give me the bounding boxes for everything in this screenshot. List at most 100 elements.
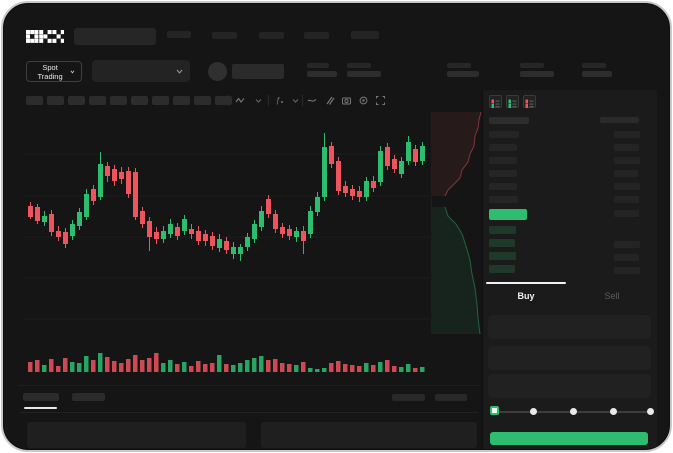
ask-row-price[interactable] (489, 144, 517, 151)
orders-action-placeholder[interactable] (435, 394, 467, 401)
volume-bar (413, 368, 418, 372)
timeframe-pill[interactable] (26, 96, 43, 105)
volume-bar (364, 363, 369, 372)
order-input-field[interactable] (488, 315, 651, 339)
market-type-selector[interactable]: Spot Trading (26, 61, 82, 82)
volume-chart[interactable] (24, 338, 430, 372)
bid-row-price[interactable] (489, 265, 515, 273)
bid-row-amount[interactable] (614, 254, 639, 261)
candle-body (210, 236, 215, 246)
timeframe-pill[interactable] (47, 96, 64, 105)
timeframe-pill[interactable] (68, 96, 85, 105)
candle-body (42, 216, 47, 222)
timeframe-pill[interactable] (152, 96, 169, 105)
tab-buy[interactable]: Buy (517, 291, 535, 301)
chevron-down-icon (70, 70, 75, 73)
volume-bar (77, 363, 82, 372)
volume-bar (280, 363, 285, 372)
candle-body (392, 159, 397, 169)
candle-body (406, 142, 411, 161)
slider-stop-dot[interactable] (609, 408, 617, 415)
volume-bar (119, 363, 124, 372)
pair-selector[interactable] (92, 60, 190, 82)
candle-body (294, 231, 299, 237)
candlestick-chart[interactable] (24, 112, 430, 334)
stat-label-placeholder (347, 63, 371, 68)
ask-row-price[interactable] (489, 183, 517, 190)
candle-body (259, 211, 264, 227)
indicator-wave-icon[interactable] (235, 95, 246, 106)
slider-stop-dot[interactable] (529, 408, 537, 415)
ask-row-amount[interactable] (614, 144, 639, 151)
bid-row-price[interactable] (489, 252, 516, 260)
search-input[interactable] (74, 28, 156, 45)
timeframe-pill[interactable] (173, 96, 190, 105)
ask-row-amount[interactable] (614, 131, 640, 138)
ask-row-price[interactable] (489, 131, 519, 138)
order-input-field[interactable] (488, 346, 651, 370)
nav-item-placeholder[interactable] (351, 31, 379, 39)
timeframe-pill[interactable] (110, 96, 127, 105)
slider-stop-dot[interactable] (646, 408, 654, 415)
book-both-icon[interactable] (489, 95, 502, 108)
timeframe-pill[interactable] (194, 96, 211, 105)
orders-table-placeholder (27, 422, 246, 448)
camera-icon[interactable] (341, 95, 352, 106)
divider (302, 95, 303, 106)
bid-row-price[interactable] (489, 239, 515, 247)
ask-row-price[interactable] (489, 157, 517, 164)
timeframe-pill[interactable] (89, 96, 106, 105)
amount-slider-handle[interactable] (490, 406, 499, 415)
ask-row-price[interactable] (489, 196, 518, 203)
chevron-down-icon[interactable] (253, 95, 264, 106)
tab-sell[interactable]: Sell (604, 291, 620, 301)
ask-depth-line (444, 112, 482, 197)
order-input-field[interactable] (488, 374, 651, 398)
nav-item-placeholder[interactable] (304, 32, 329, 39)
line-style-icon[interactable] (307, 95, 318, 106)
compare-icon[interactable] (324, 95, 335, 106)
orders-tab-placeholder[interactable] (72, 393, 105, 401)
candle-body (343, 186, 348, 193)
volume-bar (287, 364, 292, 372)
ask-row-price[interactable] (489, 170, 517, 177)
function-icon[interactable]: ƒ (274, 95, 285, 106)
volume-bar (378, 362, 383, 372)
fullscreen-icon[interactable] (375, 95, 386, 106)
ask-row-amount[interactable] (614, 183, 640, 190)
ask-row-amount[interactable] (614, 170, 638, 177)
stat-value-placeholder (520, 71, 554, 77)
nav-item-placeholder[interactable] (259, 32, 284, 39)
nav-item-placeholder[interactable] (167, 31, 191, 38)
bid-row-amount[interactable] (614, 241, 640, 248)
candle-body (175, 227, 180, 236)
market-type-label: Spot Trading (37, 62, 63, 81)
candle-body (399, 161, 404, 174)
orders-action-placeholder[interactable] (392, 394, 425, 401)
settings-icon[interactable] (358, 95, 369, 106)
order-book-header-amount (600, 117, 639, 123)
volume-bar (210, 363, 215, 372)
candle-body (70, 224, 75, 236)
ask-row-amount[interactable] (614, 196, 639, 203)
ask-row-amount[interactable] (614, 157, 640, 164)
timeframe-pill[interactable] (215, 96, 232, 105)
volume-bar (406, 364, 411, 372)
bid-row-price[interactable] (489, 226, 516, 234)
depth-profile[interactable] (431, 112, 485, 334)
nav-item-placeholder[interactable] (212, 32, 237, 39)
volume-bar (301, 362, 306, 372)
bid-row-amount[interactable] (614, 267, 640, 274)
volume-bar (371, 365, 376, 372)
volume-bar (168, 360, 173, 372)
orders-tab-placeholder[interactable] (23, 393, 59, 401)
volume-bar (336, 361, 341, 372)
book-bids-icon[interactable] (506, 95, 519, 108)
volume-bar (350, 365, 355, 372)
slider-stop-dot[interactable] (569, 408, 577, 415)
last-price-bar[interactable] (489, 209, 527, 220)
book-asks-icon[interactable] (523, 95, 536, 108)
chevron-down-icon[interactable] (290, 95, 301, 106)
buy-submit-button[interactable] (490, 432, 648, 445)
timeframe-pill[interactable] (131, 96, 148, 105)
